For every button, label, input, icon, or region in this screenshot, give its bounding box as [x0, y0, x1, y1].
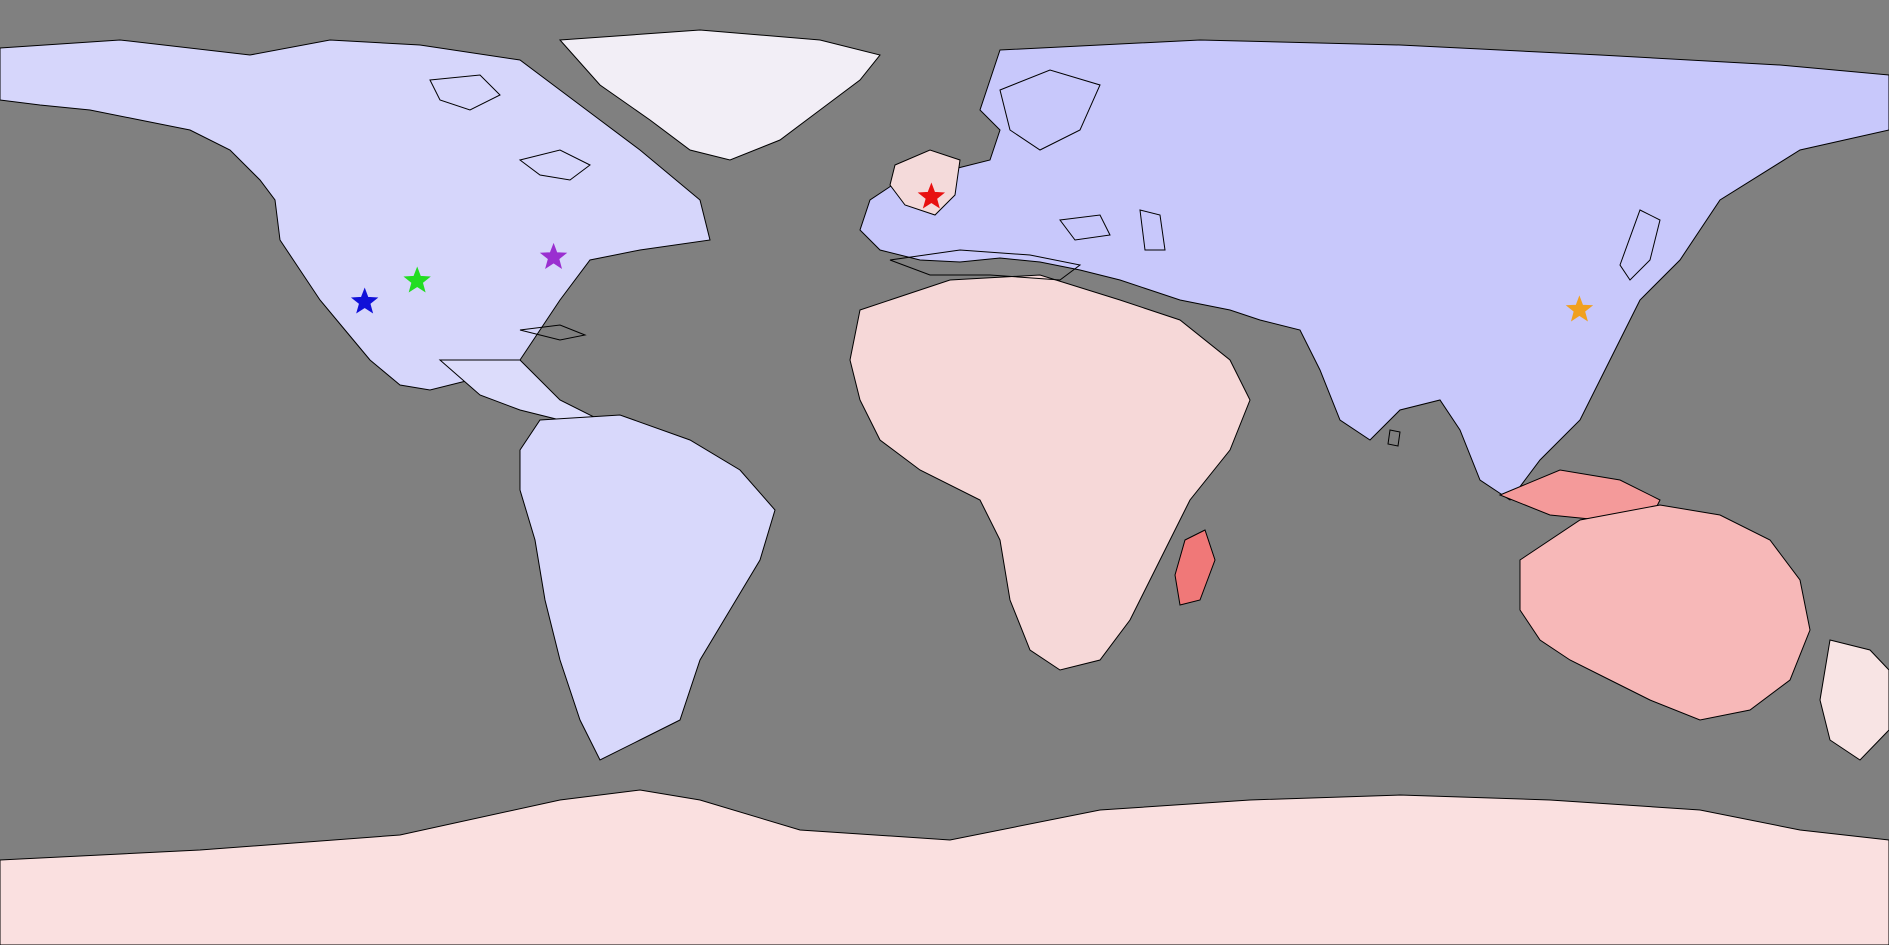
purple-star — [539, 242, 568, 269]
coastlines — [0, 29, 1889, 945]
orange-star — [1565, 295, 1594, 322]
red-star — [917, 182, 946, 209]
green-star — [403, 266, 431, 293]
blue-star — [350, 287, 379, 314]
star-markers — [350, 182, 1594, 322]
